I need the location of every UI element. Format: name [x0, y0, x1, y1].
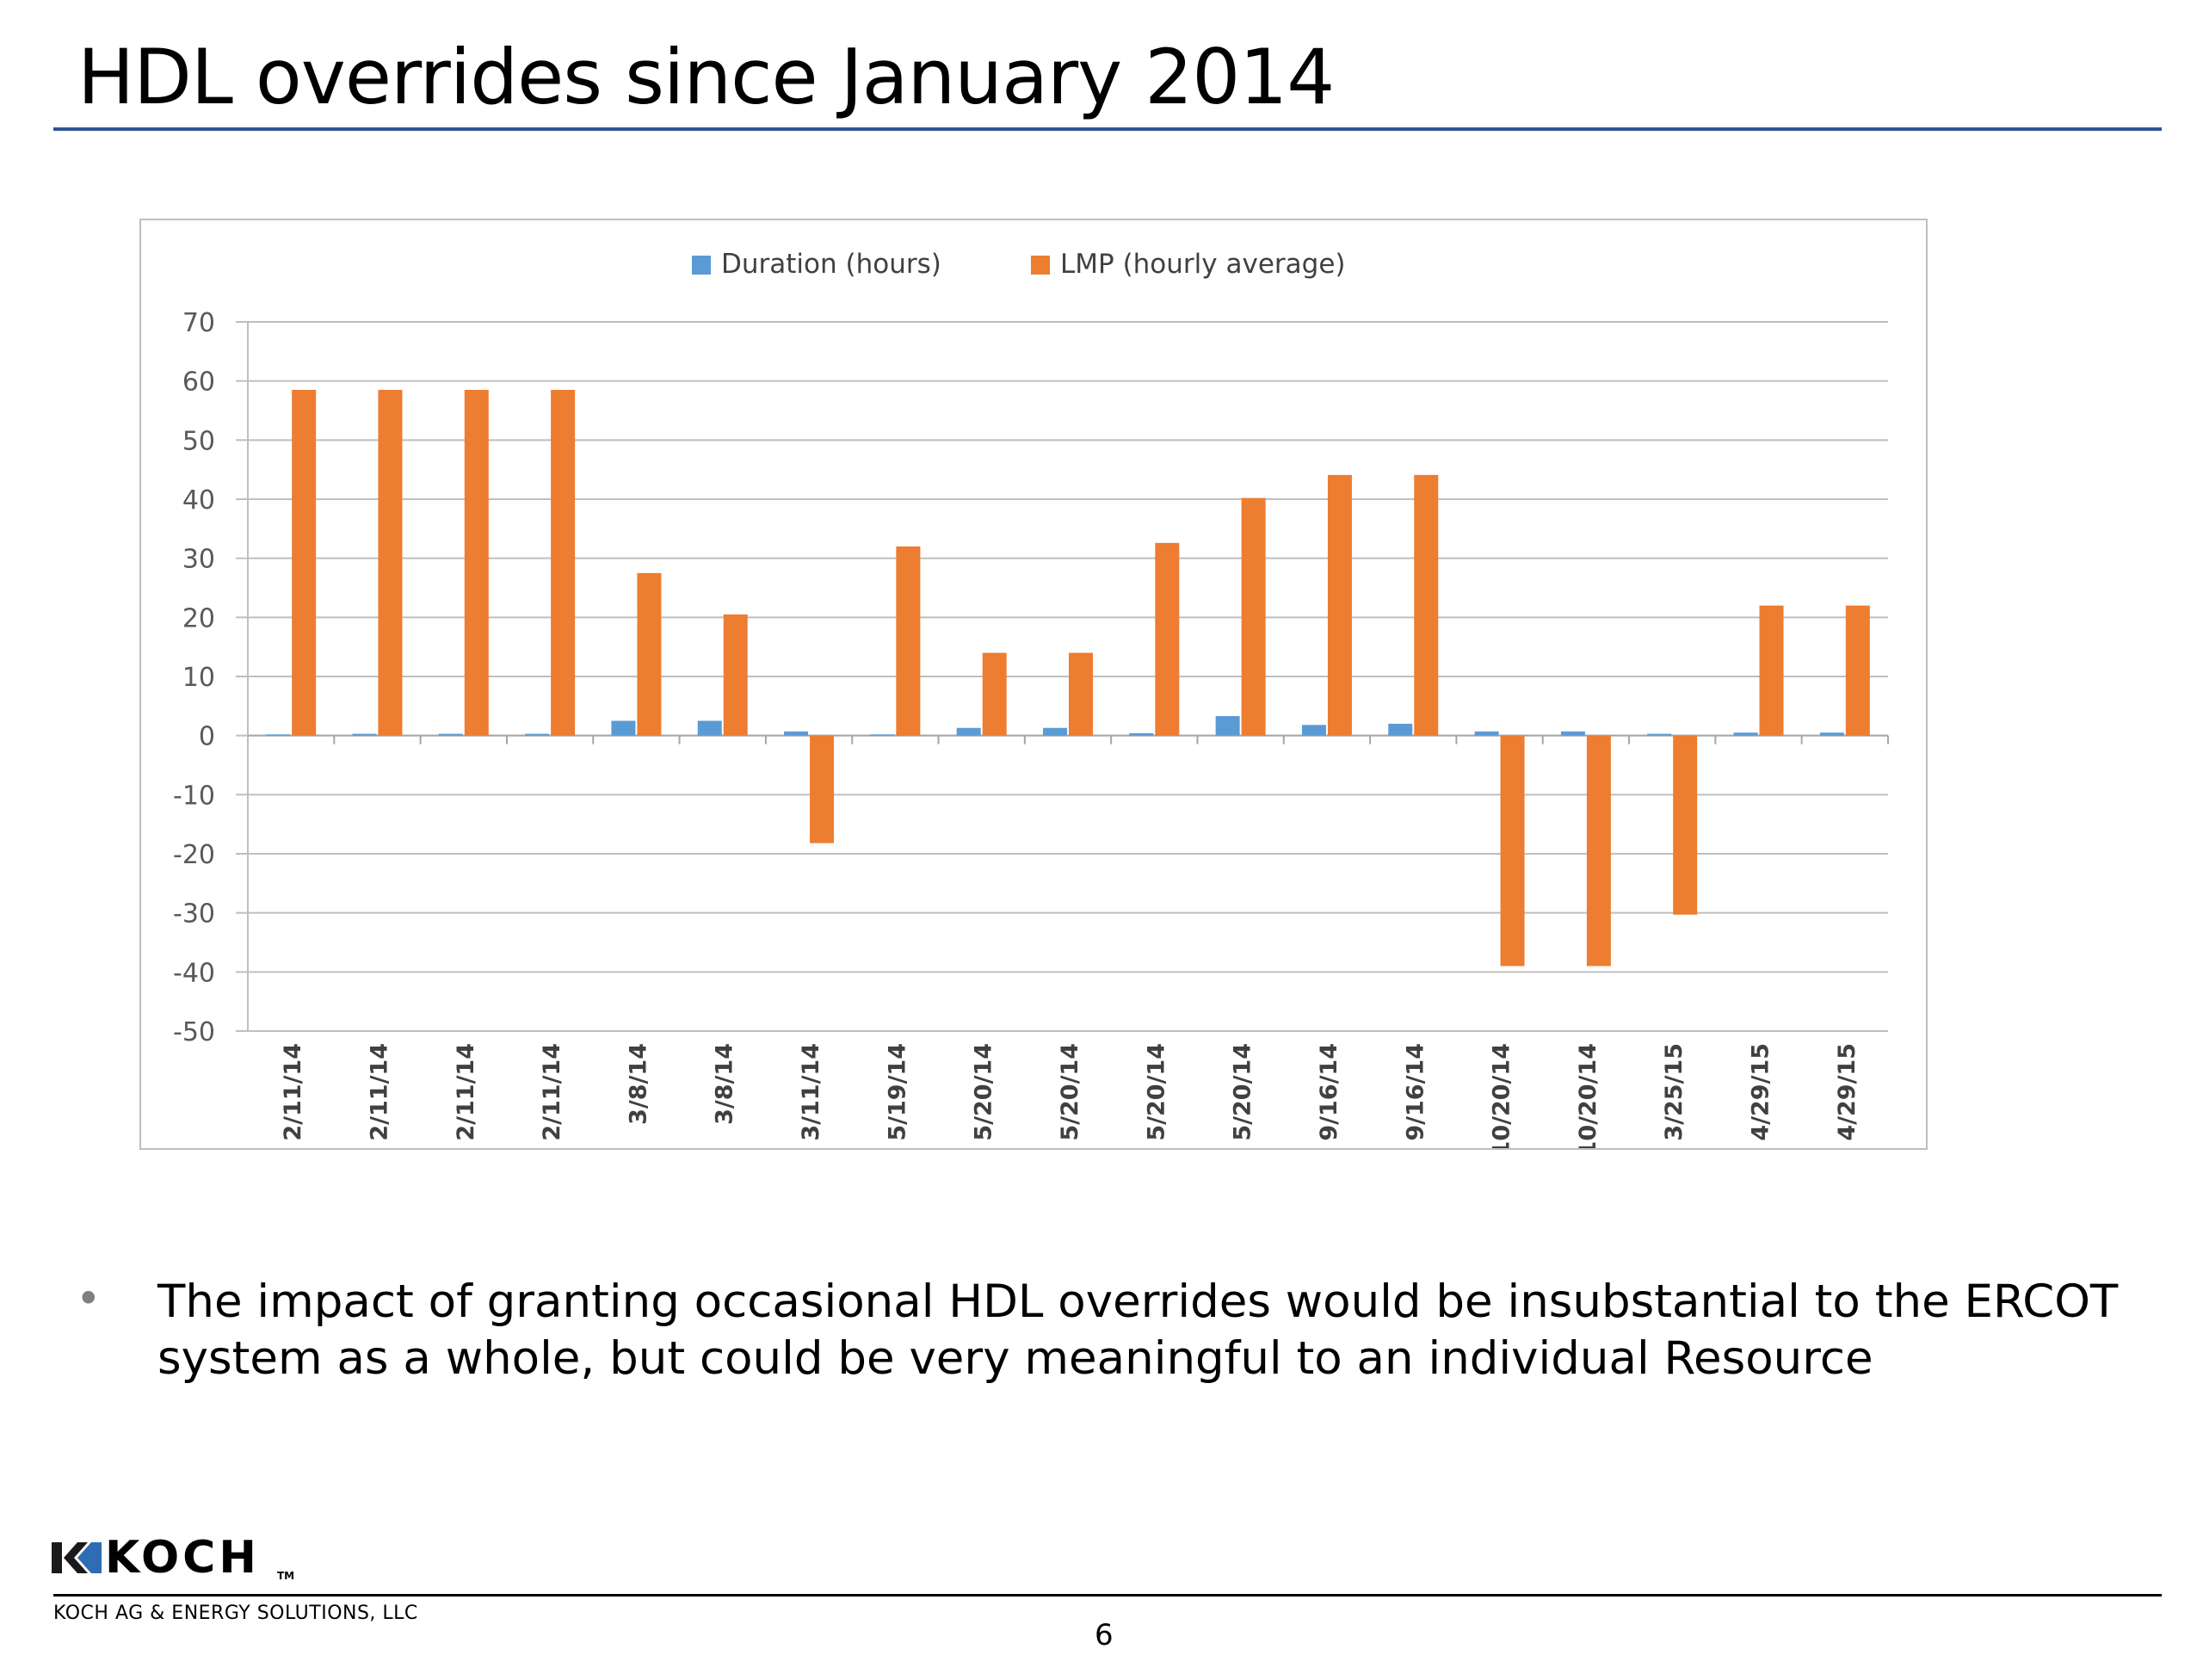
title-rule [53, 127, 2162, 131]
y-tick-label: -40 [173, 958, 215, 988]
lmp-bar [1327, 474, 1352, 736]
duration-bar [1560, 731, 1585, 736]
bullet-dot: • [76, 1274, 102, 1324]
footer-rule [53, 1594, 2162, 1597]
x-tick-label: 4/29/15 [1834, 1043, 1861, 1141]
koch-logo-icon [52, 1542, 102, 1573]
lmp-bar [810, 735, 835, 843]
x-tick-label: 5/20/14 [1143, 1043, 1169, 1141]
page-number: 6 [1095, 1618, 1114, 1652]
lmp-bar [1759, 605, 1784, 736]
duration-bar [697, 720, 722, 736]
y-tick-label: -20 [173, 840, 215, 870]
x-tick-label: 2/11/14 [280, 1043, 306, 1141]
duration-bar [1301, 725, 1326, 736]
x-tick-label: 10/20/14 [1575, 1043, 1601, 1148]
chart: 70 60 50 40 30 20 10 0 -10 -20 -30 -40 -50 2/11/14 2/1… [173, 249, 1889, 1148]
duration-bar [352, 733, 377, 736]
y-tick-label: -10 [173, 781, 215, 811]
logo-wordmark: KOCH [105, 1532, 260, 1584]
chart-frame: 70 60 50 40 30 20 10 0 -10 -20 -30 -40 -50 2/11/14 2/1… [139, 219, 1928, 1150]
x-tick-label: 9/16/14 [1402, 1043, 1429, 1141]
duration-bar [1474, 731, 1499, 736]
x-tick-label: 5/20/14 [971, 1043, 997, 1141]
duration-bar [1647, 733, 1672, 736]
lmp-bar [551, 389, 576, 736]
duration-bar [438, 733, 463, 736]
lmp-bar [1155, 542, 1180, 736]
duration-bar [1129, 732, 1154, 736]
duration-bar [1215, 716, 1240, 736]
lmp-bar [982, 652, 1007, 736]
legend-lmp-swatch [1031, 256, 1050, 275]
legend-duration-swatch [692, 256, 711, 275]
lmp-bar [464, 389, 489, 736]
slide-title: HDL overrides since January 2014 [77, 33, 1335, 121]
y-tick-label: 70 [182, 308, 215, 338]
x-tick-label: 2/11/14 [539, 1043, 565, 1141]
duration-bar [1733, 732, 1758, 736]
lmp-bar [1673, 735, 1698, 915]
lmp-bar [723, 614, 748, 736]
x-tick-label: 5/20/14 [1057, 1043, 1083, 1141]
y-tick-label: 60 [182, 368, 215, 398]
duration-bar [1819, 732, 1844, 736]
x-tick-label: 3/8/14 [625, 1043, 651, 1125]
lmp-bar [1845, 605, 1870, 736]
lmp-bar [896, 546, 921, 736]
lmp-bar [1500, 735, 1525, 967]
duration-bar [266, 734, 291, 736]
x-tick-label: 3/11/14 [798, 1043, 824, 1141]
lmp-bar [1069, 652, 1093, 736]
lmp-bar [1414, 474, 1439, 736]
lmp-bar [378, 389, 403, 736]
duration-bar [956, 727, 981, 736]
duration-bar [611, 720, 636, 736]
duration-bar [1043, 727, 1067, 736]
y-tick-label: 40 [182, 485, 215, 516]
y-tick-label: -30 [173, 899, 215, 930]
x-tick-label: 3/8/14 [712, 1043, 738, 1125]
lmp-bar [637, 572, 662, 736]
logo-trademark: TM [277, 1570, 295, 1582]
y-tick-label: -50 [173, 1017, 215, 1047]
duration-bar [525, 733, 550, 736]
legend-duration-label: Duration (hours) [721, 249, 941, 280]
x-tick-label: 9/16/14 [1316, 1043, 1342, 1141]
lmp-bar [1586, 735, 1611, 967]
lmp-bar [1241, 497, 1266, 736]
lmp-bar [292, 389, 317, 736]
x-tick-label: 2/11/14 [453, 1043, 479, 1141]
y-tick-label: 10 [182, 663, 215, 693]
x-tick-label: 5/20/14 [1230, 1043, 1256, 1141]
bullet-text: The impact of granting occasional HDL ov… [157, 1275, 2119, 1385]
x-tick-label: 3/25/15 [1661, 1043, 1688, 1141]
y-tick-label: 20 [182, 603, 215, 633]
y-tick-label: 0 [199, 722, 215, 752]
company-name: KOCH AG & ENERGY SOLUTIONS, LLC [53, 1603, 418, 1624]
legend-lmp-label: LMP (hourly average) [1060, 249, 1345, 280]
y-tick-label: 50 [182, 426, 215, 456]
duration-bar [870, 734, 895, 736]
x-tick-label: 5/19/14 [884, 1043, 910, 1141]
y-tick-label: 30 [182, 545, 215, 575]
duration-bar [784, 731, 809, 736]
x-tick-label: 2/11/14 [366, 1043, 392, 1141]
x-tick-label: 4/29/15 [1748, 1043, 1774, 1141]
duration-bar [1388, 723, 1413, 736]
x-tick-label: 10/20/14 [1489, 1043, 1515, 1148]
